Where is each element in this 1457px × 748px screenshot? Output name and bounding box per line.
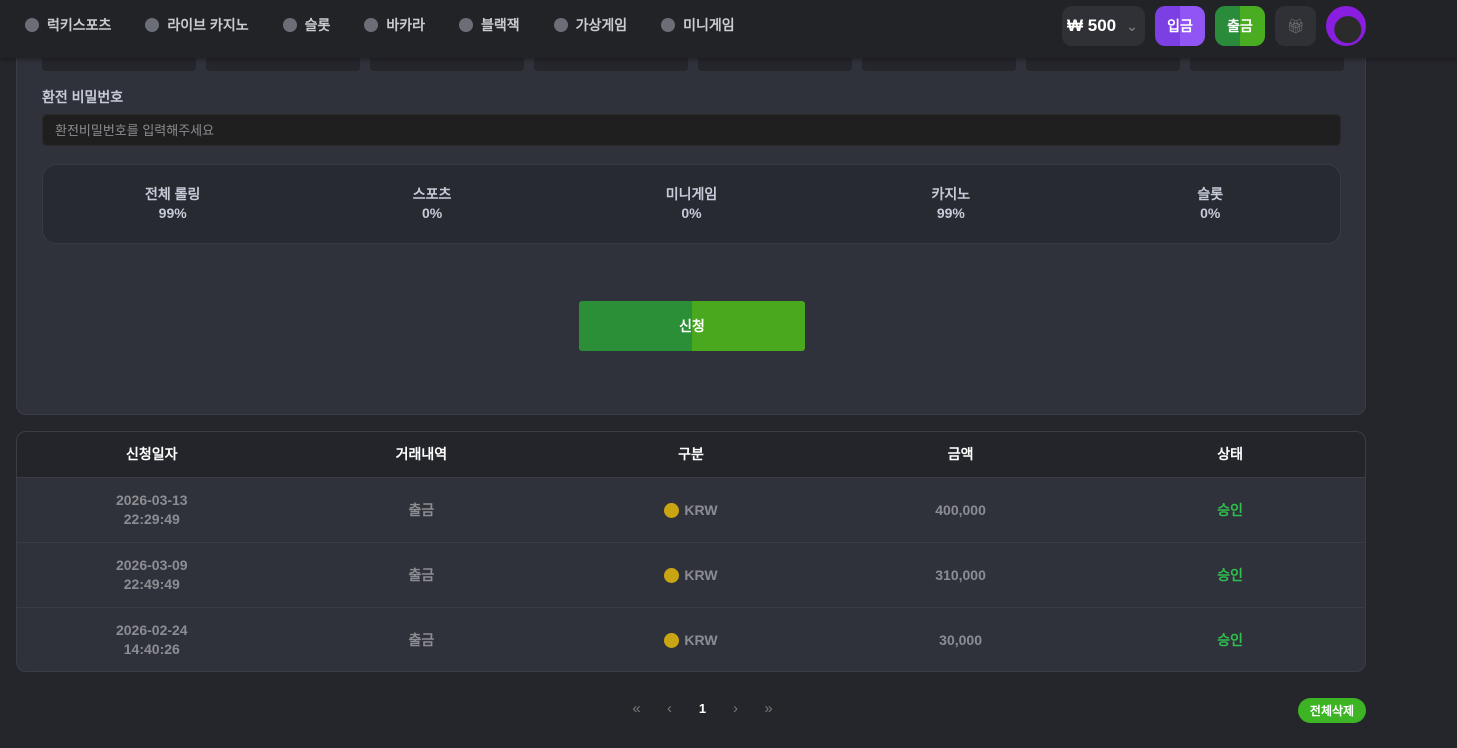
status-badge: 승인 [1217,631,1244,648]
withdraw-password-input[interactable] [42,114,1341,146]
nav-baccarat[interactable]: 바카라 [364,15,425,35]
rolling-total: 전체 롤링 99% [144,186,201,221]
submit-button[interactable]: 신청 [579,301,805,351]
deposit-button[interactable]: 입금 [1155,6,1205,46]
amount-cell: 310,000 [935,566,986,583]
currency-cell: KRW [556,631,826,650]
balance-dropdown[interactable]: ₩ 500 ⌄ [1062,6,1145,46]
rolling-summary: 전체 롤링 99% 스포츠 0% 미니게임 0% 카지노 99% 슬롯 0% [42,164,1341,244]
gift-button[interactable]: 🎁︎ [1275,6,1316,46]
page-1-button[interactable]: 1 [698,701,707,716]
pagination: « ‹ 1 › » [620,700,785,717]
col-type: 거래내역 [395,446,448,462]
chevron-down-icon: ⌄ [1126,17,1138,34]
amount-cell: 30,000 [939,631,982,648]
won-coin-icon [664,632,680,648]
soccer-ball-icon [25,18,39,32]
nav-blackjack[interactable]: 블랙잭 [458,15,520,35]
nav-live-casino[interactable]: 라이브 카지노 [145,15,249,35]
type-cell: 출금 [408,501,435,518]
type-cell: 출금 [408,566,435,583]
pin-icon [661,18,676,32]
rolling-minigame: 미니게임 0% [665,186,718,221]
rolling-sports: 스포츠 0% [412,186,452,221]
withdraw-button[interactable]: 출금 [1215,6,1265,46]
status-badge: 승인 [1217,566,1244,583]
date-cell: 2026-03-13 22:29:49 [115,492,188,527]
rolling-casino: 카지노 99% [931,186,971,221]
prev-page-button[interactable]: ‹ [667,700,672,717]
table-row: 2026-02-24 14:40:26 출금 KRW 30,000 승인 [17,607,1365,671]
password-label: 환전 비밀번호 [42,89,124,105]
date-cell: 2026-03-09 22:49:49 [115,557,188,592]
nav-lucky-sports[interactable]: 럭키스포츠 [25,15,111,35]
table-header: 신청일자 거래내역 구분 금액 상태 [17,432,1365,477]
col-currency: 구분 [678,446,704,462]
last-page-button[interactable]: » [764,700,773,717]
won-coin-icon [664,502,680,518]
currency-cell: KRW [556,501,826,520]
type-cell: 출금 [408,631,435,648]
delete-all-button[interactable]: 전체삭제 [1298,698,1366,723]
avatar[interactable] [1326,6,1366,46]
top-header: 럭키스포츠 라이브 카지노 슬롯 바카라 블랙잭 가상게임 미니게임 ₩ 500… [0,0,1457,58]
next-page-button[interactable]: › [733,700,738,717]
col-status: 상태 [1217,446,1244,462]
main-nav: 럭키스포츠 라이브 카지노 슬롯 바카라 블랙잭 가상게임 미니게임 [25,0,769,50]
nav-slot[interactable]: 슬롯 [282,15,330,35]
invader-icon [553,18,568,32]
slot-machine-icon [282,18,297,32]
first-page-button[interactable]: « [632,700,641,717]
gift-icon: 🎁︎ [1286,17,1305,34]
status-badge: 승인 [1217,501,1244,518]
col-date: 신청일자 [126,446,178,462]
date-cell: 2026-02-24 14:40:26 [115,622,188,657]
withdraw-form-panel: 환전 비밀번호 전체 롤링 99% 스포츠 0% 미니게임 0% 카지노 99% 슬롯 0… [16,20,1366,415]
spade-icon [364,18,379,32]
history-table: 신청일자 거래내역 구분 금액 상태 2026-03-13 22:29:49 출금… [16,431,1366,672]
cards-icon [145,18,160,32]
rolling-slot: 슬롯 0% [1197,186,1224,221]
col-amount: 금액 [947,446,974,462]
spade-icon [458,18,473,32]
amount-cell: 400,000 [935,501,986,518]
nav-mini-game[interactable]: 미니게임 [661,15,735,35]
table-row: 2026-03-13 22:29:49 출금 KRW 400,000 승인 [17,477,1365,542]
table-row: 2026-03-09 22:49:49 출금 KRW 310,000 승인 [17,542,1365,607]
won-coin-icon [664,567,680,583]
currency-cell: KRW [556,566,826,585]
nav-virtual-game[interactable]: 가상게임 [553,15,627,35]
